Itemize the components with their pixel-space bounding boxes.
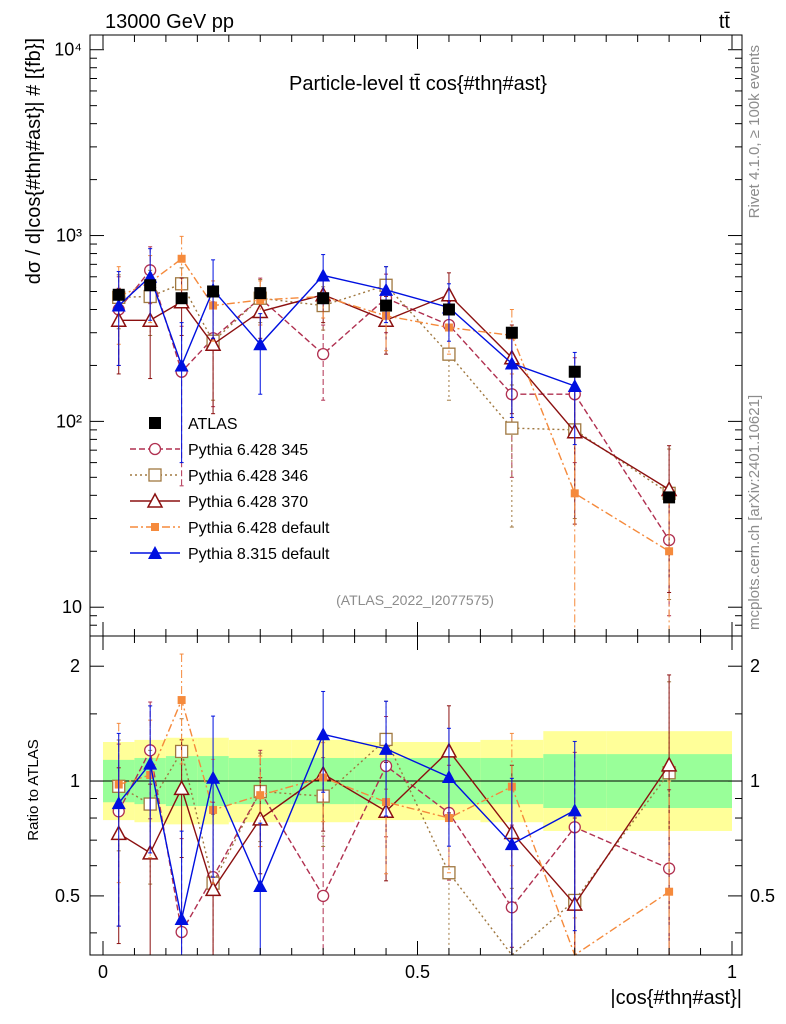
data-point [174, 358, 189, 372]
x-tick-label: 0.5 [405, 962, 430, 982]
ratio-tick-label-right: 0.5 [750, 886, 775, 906]
ratio-point [567, 803, 582, 817]
data-point [570, 489, 579, 498]
ratio-tick-label: 0.5 [55, 886, 80, 906]
data-point [442, 303, 455, 316]
data-point [316, 348, 330, 361]
data-point [317, 292, 330, 305]
legend-marker [148, 442, 162, 456]
legend-entry-pythia8-default: Pythia 8.315 default [130, 546, 330, 563]
data-point [207, 285, 220, 298]
data-point [253, 337, 268, 351]
main-series-layer [110, 235, 678, 637]
ratio-point [316, 889, 330, 903]
data-point [175, 292, 188, 305]
x-tick-label: 1 [727, 962, 737, 982]
ratio-point [504, 837, 519, 851]
data-point [177, 254, 186, 263]
series-line [118, 274, 575, 387]
ratio-series-line [118, 733, 576, 920]
y-tick-label: 10⁴ [54, 40, 82, 60]
process-label: tt̄ [719, 11, 731, 33]
ratio-tick-label: 2 [70, 656, 80, 676]
y-tick-label: 10² [56, 411, 82, 431]
legend-marker [149, 417, 161, 429]
legend: ATLAS Pythia 6.428 345 Pythia 6.428 346 … [130, 416, 330, 563]
legend-label: Pythia 6.428 370 [188, 494, 308, 511]
y-tick-label: 10³ [56, 226, 82, 246]
ratio-plot-frame [89, 635, 743, 956]
ratio-point [253, 879, 268, 893]
ratio-point [177, 696, 186, 705]
axis-ticks [90, 35, 742, 955]
data-point [504, 356, 519, 370]
legend-marker [148, 546, 162, 559]
legend-entry-pythia6-345: Pythia 6.428 345 [130, 442, 308, 459]
mcplots-label: mcplots.cern.ch [arXiv:2401.10621] [746, 395, 763, 630]
data-point [111, 298, 126, 312]
energy-label: 13000 GeV pp [105, 11, 234, 33]
ratio-point [665, 887, 674, 896]
legend-label: Pythia 6.428 346 [188, 468, 308, 485]
legend-label: ATLAS [188, 416, 238, 433]
ratio-point [174, 912, 189, 926]
legend-entry-pythia6-346: Pythia 6.428 346 [130, 468, 308, 485]
legend-entry-pythia6-370: Pythia 6.428 370 [130, 492, 308, 511]
ratio-point [660, 756, 678, 772]
data-point [256, 295, 265, 304]
ratio-tick-label: 1 [70, 771, 80, 791]
data-point [204, 335, 222, 352]
legend-marker [146, 492, 164, 508]
legend-label: Pythia 6.428 345 [188, 442, 308, 459]
ratio-point [316, 727, 331, 741]
data-point [254, 287, 267, 300]
series-line [118, 293, 670, 491]
ratio-point [173, 779, 190, 796]
data-point [568, 365, 581, 378]
data-point [665, 547, 674, 556]
data-point [316, 268, 331, 282]
ratio-point [143, 756, 158, 770]
ratio-point [111, 796, 126, 810]
analysis-tag: (ATLAS_2022_I2077575) [336, 592, 494, 608]
rivet-label: Rivet 4.1.0, ≥ 100k events [746, 45, 763, 218]
chart-title: Particle-level tt̄ cos{#thη#ast} [289, 73, 547, 95]
ratio-series-line [118, 738, 670, 957]
series-line [118, 282, 670, 494]
data-point [663, 491, 676, 504]
ratio-tick-label-right: 2 [750, 656, 760, 676]
data-point [112, 288, 125, 301]
legend-marker [148, 468, 162, 482]
data-point [505, 421, 519, 435]
y-tick-label: 10 [62, 597, 82, 617]
data-point [505, 326, 518, 339]
ratio-point [441, 769, 456, 783]
x-axis-label: |cos{#thη#ast}| [610, 987, 742, 1009]
ratio-tick-label-right: 1 [750, 771, 760, 791]
legend-entry-atlas: ATLAS [149, 416, 238, 433]
legend-label: Pythia 8.315 default [188, 546, 330, 563]
ratio-series-layer [110, 653, 678, 957]
ratio-y-axis-label: Ratio to ATLAS [25, 739, 42, 840]
legend-marker [151, 523, 159, 531]
legend-label: Pythia 6.428 default [188, 520, 330, 537]
ratio-point [379, 741, 394, 755]
data-point [380, 299, 393, 312]
y-axis-label: dσ / d|cos{#thη#ast}| # [{fb}] [23, 38, 45, 284]
ratio-point [204, 880, 222, 897]
data-point [379, 282, 394, 296]
ratio-point [256, 791, 265, 800]
ratio-point [206, 770, 221, 784]
data-point [567, 379, 582, 393]
legend-entry-pythia6-default: Pythia 6.428 default [130, 520, 330, 537]
data-point [144, 279, 157, 292]
x-tick-label: 0 [98, 962, 108, 982]
